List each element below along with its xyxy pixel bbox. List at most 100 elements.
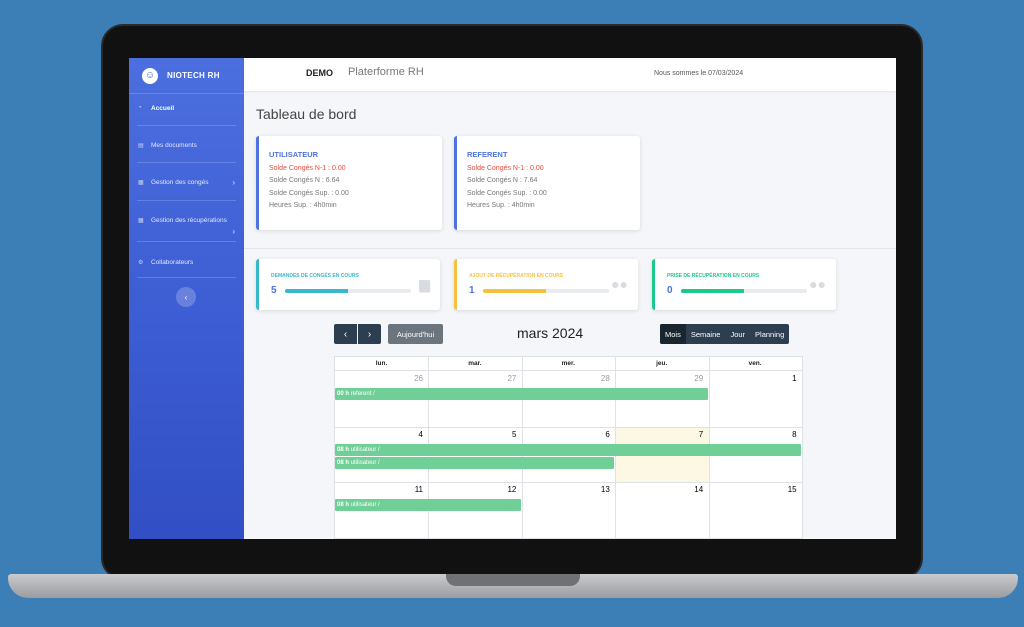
prev-month-button[interactable]: ‹ [334, 324, 357, 344]
calendar-grid: lun. mar. mer. jeu. ven. 26 27 28 29 1 4 5 6 7 8 11 12 13… [334, 356, 803, 539]
stat-title: DEMANDES DE CONGÉS EN COURS [271, 273, 359, 279]
document-icon: ▤ [138, 143, 144, 149]
event-time: 08 h [337, 446, 351, 453]
balance-line: Solde Congés N-1 : 0.00 [269, 165, 346, 172]
laptop-notch [446, 574, 580, 586]
section-divider [244, 248, 896, 249]
calendar-day-number[interactable]: 5 [511, 429, 517, 439]
calendar-day-number[interactable]: 28 [600, 374, 610, 383]
sidebar-item-label: Accueil [151, 105, 175, 112]
calendar-icon: ▦ [138, 218, 144, 224]
sidebar-divider [137, 241, 236, 242]
view-planning-button[interactable]: Planning [755, 329, 785, 339]
stat-title: AJOUT DE RÉCUPÉRATION EN COURS [469, 273, 564, 279]
calendar-event[interactable]: 00 h referent / [335, 388, 708, 400]
calendar-day-number[interactable]: 13 [600, 485, 610, 495]
sidebar: ☺ NIOTECH RH ◔ Accueil ▤ Mes documents ▦… [129, 58, 244, 539]
calendar-day-number[interactable]: 27 [507, 374, 517, 383]
sidebar-collapse-button[interactable]: ‹ [176, 287, 196, 307]
stat-progress-bar [483, 289, 609, 293]
calendar-day-number[interactable]: 11 [414, 485, 423, 495]
sidebar-divider [137, 125, 236, 126]
calendar-day-number[interactable]: 7 [698, 429, 704, 439]
sidebar-item-documents[interactable]: ▤ Mes documents [129, 142, 244, 149]
calendar-header [335, 357, 802, 371]
users-icon: ●● [611, 276, 628, 292]
balance-line: Solde Congés Sup. : 0.00 [269, 189, 349, 197]
brand-logo-icon: ☺ [142, 67, 158, 84]
balance-card-title: UTILISATEUR [269, 150, 319, 159]
stat-value: 1 [469, 285, 475, 296]
calendar-day-number[interactable]: 4 [418, 429, 423, 439]
view-switcher: Mois Semaine Jour Planning [660, 324, 790, 344]
sidebar-item-label: Gestion des congés [151, 179, 209, 186]
topbar: DEMO Platerforme RH Nous sommes le 07/03… [244, 58, 896, 91]
balance-line: Solde Congés N-1 : 0.00 [467, 165, 544, 172]
sidebar-item-conges[interactable]: ▦ Gestion des congés › [129, 178, 244, 187]
view-month-button[interactable]: Mois [660, 324, 686, 344]
stat-progress-fill [681, 289, 744, 293]
sidebar-divider [137, 162, 236, 163]
calendar-day-name: ven. [748, 360, 762, 367]
calendar-event[interactable]: 08 h utilisateur / [335, 443, 801, 456]
event-label: referent / [350, 391, 375, 397]
balance-line: Solde Congés N : 6.64 [269, 177, 340, 185]
dashboard-icon: ◔ [138, 105, 142, 111]
stat-card-conges[interactable]: DEMANDES DE CONGÉS EN COURS 5 ▆ [256, 259, 440, 310]
calendar-event[interactable]: 08 h utilisateur / [335, 456, 615, 469]
event-label: utilisateur / [350, 446, 380, 453]
balance-line: Solde Congés N : 7.64 [467, 177, 538, 185]
sidebar-item-recuperations[interactable]: ▦ Gestion des récupérations › [129, 217, 244, 236]
event-label: utilisateur / [350, 459, 380, 466]
gear-icon: ⚙ [138, 260, 144, 266]
balance-card-title: REFERENT [467, 150, 508, 159]
demo-label: DEMO [306, 68, 333, 78]
stat-progress-fill [483, 289, 546, 293]
calendar-day-number[interactable]: 1 [792, 374, 797, 383]
calendar-day-number[interactable]: 15 [787, 485, 797, 495]
stat-progress-bar [681, 289, 807, 293]
calendar-day-name: mar. [468, 360, 482, 367]
sidebar-divider [137, 277, 236, 278]
calendar-day-number[interactable]: 12 [507, 485, 517, 495]
sidebar-divider [137, 200, 236, 201]
sidebar-item-collaborateurs[interactable]: ⚙ Collaborateurs [129, 259, 244, 266]
calendar-day-number[interactable]: 8 [792, 429, 797, 439]
stat-progress-bar [285, 289, 411, 293]
stat-progress-fill [285, 289, 348, 293]
next-month-button[interactable]: › [358, 324, 381, 344]
event-time: 08 h [337, 502, 351, 509]
calendar-day-number[interactable]: 26 [414, 374, 423, 383]
sidebar-item-label: Collaborateurs [151, 259, 194, 266]
chevron-right-icon: › [232, 178, 235, 187]
sidebar-item-accueil[interactable]: ◔ Accueil [129, 105, 244, 112]
brand-name: NIOTECH RH [167, 71, 220, 80]
current-date: Nous sommes le 07/03/2024 [654, 70, 744, 77]
calendar-day-name: lun. [375, 360, 388, 367]
users-icon: ●● [809, 276, 826, 292]
view-week-button[interactable]: Semaine [690, 329, 721, 339]
today-button[interactable]: Aujourd'hui [388, 324, 443, 344]
calendar-day-number[interactable]: 14 [694, 485, 704, 495]
balance-card-referent: REFERENT Solde Congés N-1 : 0.00 Solde C… [454, 136, 640, 230]
view-day-button[interactable]: Jour [730, 329, 746, 339]
balance-line: Solde Congés Sup. : 0.00 [467, 189, 547, 197]
sidebar-item-label: Gestion des récupérations [151, 217, 227, 224]
brand[interactable]: ☺ NIOTECH RH [129, 58, 244, 94]
event-time: 08 h [337, 459, 351, 466]
event-label: utilisateur / [350, 502, 380, 509]
balance-line: Heures Sup. : 4h0min [269, 201, 337, 209]
app-screen: ☺ NIOTECH RH ◔ Accueil ▤ Mes documents ▦… [129, 58, 896, 539]
calendar-day-number[interactable]: 29 [694, 374, 704, 383]
calendar-event[interactable]: 08 h utilisateur / [335, 499, 521, 512]
stat-card-prise-recuperation[interactable]: PRISE DE RÉCUPÉRATION EN COURS 0 ●● [652, 259, 836, 310]
stat-value: 5 [271, 285, 277, 296]
calendar-icon: ▦ [138, 180, 144, 186]
calendar-day-name: jeu. [656, 360, 668, 367]
stat-card-ajout-recuperation[interactable]: AJOUT DE RÉCUPÉRATION EN COURS 1 ●● [454, 259, 638, 310]
calendar-icon: ▆ [419, 276, 430, 292]
page-title: Tableau de bord [256, 106, 357, 122]
event-time: 00 h [337, 391, 351, 397]
calendar-day-number[interactable]: 6 [605, 429, 610, 439]
stat-title: PRISE DE RÉCUPÉRATION EN COURS [667, 273, 760, 279]
